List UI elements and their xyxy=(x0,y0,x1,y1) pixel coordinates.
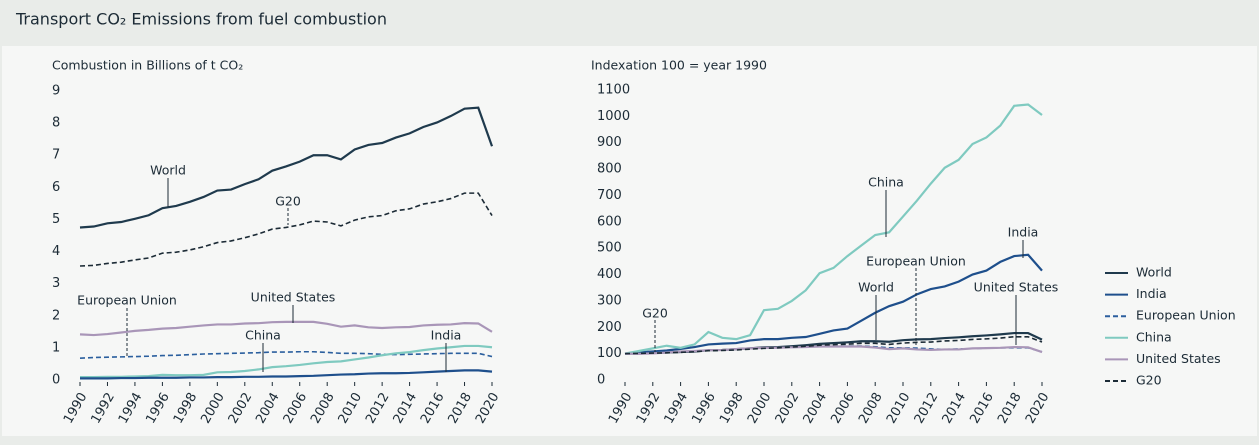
y-tick-label: 2 xyxy=(52,308,60,323)
y-tick-label: 8 xyxy=(52,116,60,131)
y-tick-label: 5 xyxy=(52,212,60,227)
series-line xyxy=(80,369,493,380)
legend-label: India xyxy=(1136,286,1167,301)
y-tick-label: 0 xyxy=(597,373,605,388)
y-tick-label: 1100 xyxy=(597,83,630,98)
series-line xyxy=(80,344,493,379)
annotation: China xyxy=(868,175,904,190)
annotation: European Union xyxy=(866,254,966,269)
y-tick-label: 900 xyxy=(597,135,622,150)
y-axis-label: Combustion in Billions of t CO₂ xyxy=(52,58,243,73)
y-tick-label: 100 xyxy=(597,346,622,361)
series-line xyxy=(79,192,493,267)
y-tick-label: 200 xyxy=(597,320,622,335)
y-tick-label: 3 xyxy=(52,276,60,291)
series-line xyxy=(624,345,1043,356)
y-tick-label: 800 xyxy=(597,162,622,177)
series-line xyxy=(79,320,493,337)
annotation: World xyxy=(858,280,894,295)
y-tick-label: 7 xyxy=(52,148,60,163)
header-bg xyxy=(0,0,1259,42)
y-tick-label: 9 xyxy=(52,84,60,99)
series-line xyxy=(79,350,493,359)
series-line xyxy=(624,103,1043,355)
legend-label: World xyxy=(1136,265,1172,280)
annotation: India xyxy=(1008,225,1039,240)
y-tick-label: 6 xyxy=(52,180,60,195)
series-line xyxy=(624,335,1043,355)
y-tick-label: 0 xyxy=(52,373,60,388)
y-tick-label: 400 xyxy=(597,267,622,282)
legend-label: China xyxy=(1136,329,1172,344)
y-tick-label: 1 xyxy=(52,340,60,355)
annotation: China xyxy=(245,328,281,343)
annotation: European Union xyxy=(77,293,177,308)
annotation: India xyxy=(431,328,462,343)
legend-label: United States xyxy=(1136,351,1221,366)
y-tick-label: 1000 xyxy=(597,109,630,124)
annotation: G20 xyxy=(275,194,301,209)
y-tick-label: 700 xyxy=(597,188,622,203)
legend-label: European Union xyxy=(1136,308,1236,323)
series-line xyxy=(79,106,494,229)
y-tick-label: 4 xyxy=(52,244,60,259)
page-title: Transport CO₂ Emissions from fuel combus… xyxy=(15,10,387,29)
annotation: G20 xyxy=(642,306,668,321)
y-tick-label: 600 xyxy=(597,214,622,229)
y-axis-label: Indexation 100 = year 1990 xyxy=(591,58,767,73)
legend-label: G20 xyxy=(1136,373,1162,388)
annotation: United States xyxy=(974,280,1059,295)
panel-bg xyxy=(2,46,1257,436)
y-tick-label: 300 xyxy=(597,293,622,308)
y-tick-label: 500 xyxy=(597,241,622,256)
annotation: United States xyxy=(251,290,336,305)
series-line xyxy=(624,253,1043,355)
annotation: World xyxy=(150,163,186,178)
